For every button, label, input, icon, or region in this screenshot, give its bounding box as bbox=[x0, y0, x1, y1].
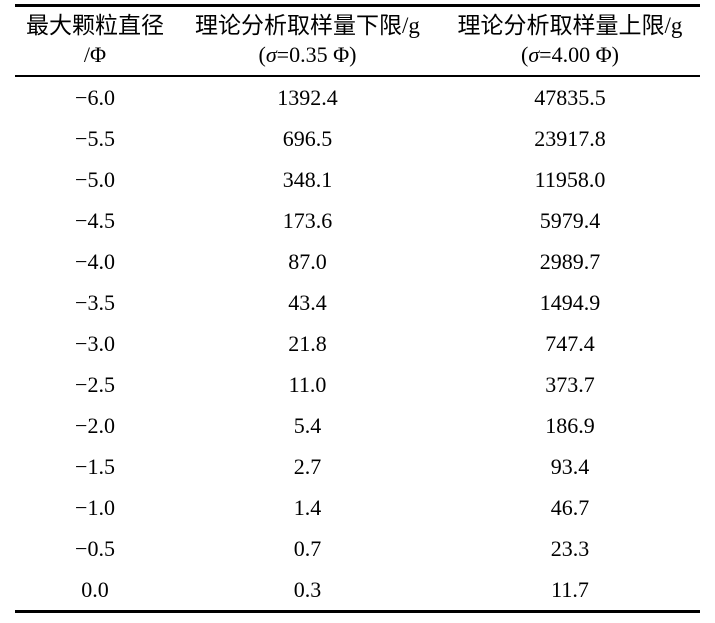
table-row: −2.0 5.4 186.9 bbox=[15, 405, 700, 446]
table-row: −4.5 173.6 5979.4 bbox=[15, 200, 700, 241]
header-line1: 最大颗粒直径 bbox=[26, 13, 164, 38]
cell-diameter: −1.0 bbox=[75, 494, 115, 520]
table-row: −5.5 696.5 23917.8 bbox=[15, 118, 700, 159]
table-row: −6.0 1392.4 47835.5 bbox=[15, 76, 700, 118]
cell-diameter: −6.0 bbox=[75, 84, 115, 110]
cell-lower-limit: 21.8 bbox=[288, 330, 327, 356]
table-row: 0.0 0.3 11.7 bbox=[15, 569, 700, 612]
cell-lower-limit: 348.1 bbox=[282, 166, 333, 192]
cell-lower-limit: 1.4 bbox=[293, 494, 322, 520]
cell-upper-limit: 23.3 bbox=[550, 535, 590, 561]
sampling-quantity-table: 最大颗粒直径 /Φ 理论分析取样量下限/g (σ=0.35 Φ) 理论分析取样量… bbox=[15, 4, 700, 614]
cell-lower-limit: 0.3 bbox=[293, 576, 322, 602]
table-row: −5.0 348.1 11958.0 bbox=[15, 159, 700, 200]
cell-lower-limit: 173.6 bbox=[282, 207, 333, 233]
cell-diameter: −4.0 bbox=[75, 248, 115, 274]
cell-upper-limit: 1494.9 bbox=[539, 289, 601, 315]
table-row: −3.5 43.4 1494.9 bbox=[15, 282, 700, 323]
table-row: −0.5 0.7 23.3 bbox=[15, 528, 700, 569]
cell-diameter: −4.5 bbox=[75, 207, 115, 233]
cell-upper-limit: 2989.7 bbox=[539, 248, 601, 274]
cell-upper-limit: 23917.8 bbox=[534, 125, 606, 151]
cell-upper-limit: 93.4 bbox=[550, 453, 590, 479]
cell-upper-limit: 11.7 bbox=[551, 576, 589, 602]
cell-lower-limit: 43.4 bbox=[288, 289, 327, 315]
header-max-particle-diameter: 最大颗粒直径 /Φ bbox=[15, 5, 175, 78]
header-lower-limit: 理论分析取样量下限/g (σ=0.35 Φ) bbox=[175, 5, 440, 78]
cell-lower-limit: 2.7 bbox=[293, 453, 322, 479]
cell-upper-limit: 47835.5 bbox=[534, 84, 606, 110]
table-row: −3.0 21.8 747.4 bbox=[15, 323, 700, 364]
cell-lower-limit: 11.0 bbox=[288, 371, 327, 397]
table-row: −2.5 11.0 373.7 bbox=[15, 364, 700, 405]
header-row: 最大颗粒直径 /Φ 理论分析取样量下限/g (σ=0.35 Φ) 理论分析取样量… bbox=[15, 5, 700, 78]
cell-diameter: −3.0 bbox=[75, 330, 115, 356]
cell-diameter: −1.5 bbox=[75, 453, 115, 479]
cell-upper-limit: 5979.4 bbox=[539, 207, 601, 233]
table-row: −4.0 87.0 2989.7 bbox=[15, 241, 700, 282]
cell-upper-limit: 186.9 bbox=[545, 412, 595, 438]
cell-lower-limit: 1392.4 bbox=[277, 84, 338, 110]
table-header: 最大颗粒直径 /Φ 理论分析取样量下限/g (σ=0.35 Φ) 理论分析取样量… bbox=[15, 5, 700, 78]
cell-lower-limit: 5.4 bbox=[293, 412, 322, 438]
table-body: −6.0 1392.4 47835.5 −5.5 696.5 23917.8 −… bbox=[15, 76, 700, 612]
header-upper-limit: 理论分析取样量上限/g (σ=4.00 Φ) bbox=[440, 5, 700, 78]
cell-diameter: −0.5 bbox=[75, 535, 115, 561]
cell-diameter: 0.0 bbox=[81, 576, 109, 602]
header-line2: (σ=4.00 Φ) bbox=[520, 41, 619, 67]
cell-lower-limit: 87.0 bbox=[288, 248, 327, 274]
cell-diameter: −3.5 bbox=[75, 289, 115, 315]
cell-diameter: −2.0 bbox=[75, 412, 115, 438]
header-line1: 理论分析取样量上限/g bbox=[457, 13, 683, 38]
cell-diameter: −5.0 bbox=[75, 166, 115, 192]
cell-upper-limit: 747.4 bbox=[545, 330, 595, 356]
cell-lower-limit: 0.7 bbox=[293, 535, 322, 561]
table-row: −1.5 2.7 93.4 bbox=[15, 446, 700, 487]
cell-upper-limit: 46.7 bbox=[550, 494, 590, 520]
table-row: −1.0 1.4 46.7 bbox=[15, 487, 700, 528]
cell-diameter: −2.5 bbox=[75, 371, 115, 397]
cell-upper-limit: 11958.0 bbox=[534, 166, 606, 192]
sigma-symbol: σ bbox=[528, 41, 540, 67]
header-line2: (σ=0.35 Φ) bbox=[258, 41, 357, 67]
header-line2: /Φ bbox=[83, 41, 107, 67]
cell-diameter: −5.5 bbox=[75, 125, 115, 151]
sigma-symbol: σ bbox=[265, 41, 277, 67]
cell-upper-limit: 373.7 bbox=[545, 371, 595, 397]
cell-lower-limit: 696.5 bbox=[282, 125, 333, 151]
header-line1: 理论分析取样量下限/g bbox=[195, 13, 420, 38]
